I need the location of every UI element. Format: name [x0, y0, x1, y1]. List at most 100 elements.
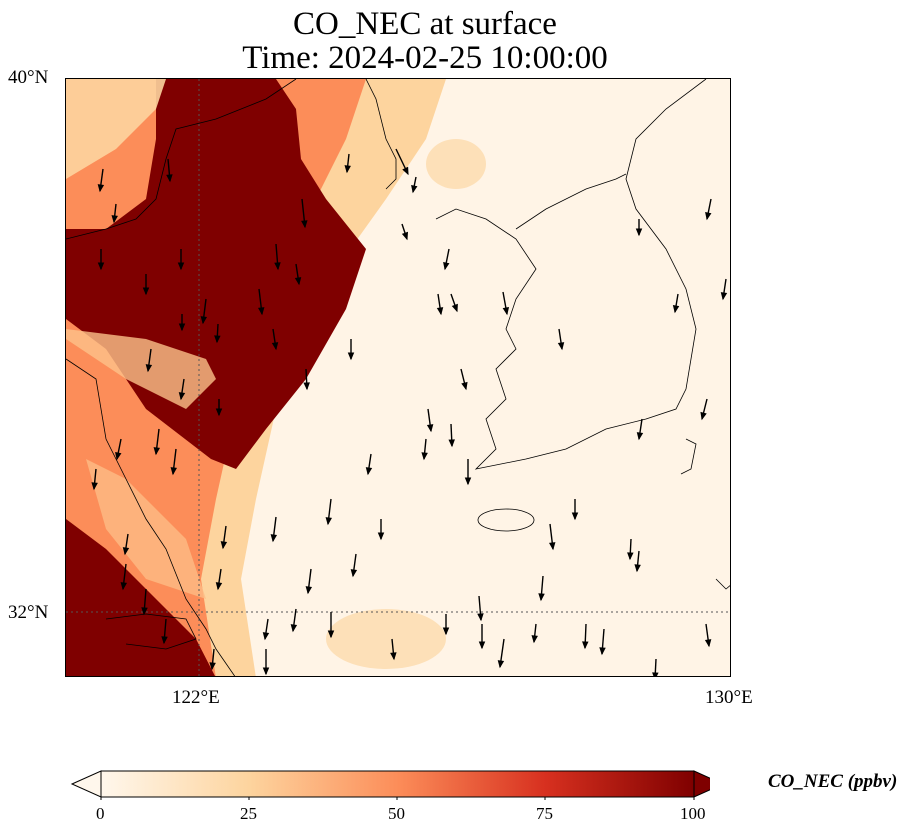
china-coast-north: [66, 79, 297, 240]
wind-arrow-head: [390, 652, 397, 661]
wind-arrow-head: [257, 307, 265, 316]
wind-arrow-head: [421, 452, 428, 461]
wind-arrow-head: [538, 593, 545, 602]
wind-arrow-head: [531, 635, 538, 644]
wind-arrow-head: [571, 512, 579, 521]
colorbar-tick-0: 0: [96, 804, 105, 823]
colorbar: [70, 770, 710, 800]
wind-arrow-head: [443, 261, 450, 271]
wind-arrow-head: [215, 408, 223, 417]
wind-arrow-head: [451, 303, 458, 313]
coastlines: [66, 79, 730, 676]
colorbar-tick-100: 100: [680, 804, 706, 823]
wind-arrow-head: [347, 352, 355, 361]
wind-arrow-head: [548, 542, 556, 551]
wind-arrow-head: [153, 447, 161, 456]
wind-arrow-head: [178, 392, 186, 401]
wind-arrow-head: [274, 262, 281, 271]
wind-arrow-head: [448, 439, 455, 448]
colorbar-tick-50: 50: [388, 804, 405, 823]
wind-arrow-head: [700, 411, 707, 421]
wind-arrow-head: [97, 262, 105, 271]
wind-arrow-head: [627, 552, 634, 561]
wind-arrow-head: [115, 451, 122, 461]
title-line-1: CO_NEC at surface: [293, 6, 557, 42]
wind-arrow-head: [464, 477, 472, 486]
wind-arrow-head: [262, 667, 270, 676]
lat-label-40N: 40°N: [8, 67, 49, 88]
wind-arrow-head: [271, 342, 279, 351]
wind-arrow-head: [141, 607, 148, 616]
concentration-map: [66, 79, 730, 676]
wind-arrow-head: [209, 662, 216, 671]
plume-light-band-3: [86, 459, 206, 599]
wind-arrow-head: [401, 231, 409, 241]
wind-arrow-head: [502, 307, 510, 316]
jeju-island: [477, 508, 535, 532]
wind-arrow-head: [301, 220, 308, 229]
wind-arrow-head: [350, 569, 358, 578]
wind-arrow-head: [599, 647, 606, 656]
wind-arrow-head: [477, 613, 484, 622]
wind-arrow-head: [327, 630, 335, 639]
wind-arrow-head: [365, 467, 373, 476]
wind-arrow-head: [122, 547, 130, 556]
wind-arrow-head: [497, 660, 505, 669]
wind-arrow-head: [215, 582, 223, 591]
wind-vectors: [91, 148, 728, 676]
wind-arrow-head: [262, 632, 270, 641]
colorbar-tick-75: 75: [536, 804, 553, 823]
wind-arrow-head: [290, 624, 298, 633]
wind-arrow-head: [402, 166, 409, 176]
wind-arrow-head: [270, 534, 278, 543]
wind-arrow-head: [200, 316, 208, 325]
wind-arrow-head: [635, 228, 643, 237]
wind-arrow-head: [426, 424, 434, 433]
wind-arrow-head: [652, 672, 659, 676]
wind-arrow-head: [478, 641, 486, 650]
colorbar-tick-marks: [100, 797, 695, 800]
wind-arrow-head: [442, 627, 450, 636]
tsushima-island: [680, 438, 697, 475]
wind-arrow-head: [704, 639, 712, 648]
wind-arrow-head: [303, 382, 310, 391]
wind-arrow-head: [636, 432, 644, 441]
wind-arrow-head: [220, 541, 228, 550]
wind-arrow-head: [177, 262, 185, 271]
korea-west-coast: [435, 79, 707, 470]
yangtze-estuary: [105, 613, 197, 650]
lon-label-122E: 122°E: [172, 687, 220, 708]
colorbar-extend-low: [70, 770, 102, 798]
plume-core-south: [66, 519, 215, 676]
wind-arrow-head: [582, 641, 589, 650]
wind-arrow-head: [161, 636, 168, 645]
wind-arrow-head: [166, 174, 173, 183]
wind-arrow-head: [120, 582, 128, 591]
colorbar-extend-high: [693, 770, 710, 798]
liaodong-peninsula: [365, 79, 397, 190]
wind-arrow-head: [344, 165, 351, 174]
lat-label-32N: 32°N: [8, 602, 49, 623]
wind-arrow-head: [705, 211, 712, 221]
wind-arrow-head: [111, 215, 118, 224]
japan-coast: [715, 578, 730, 590]
wind-arrow-head: [305, 586, 313, 595]
wind-arrow-head: [461, 381, 468, 391]
wind-arrow-head: [377, 532, 385, 541]
wind-arrow-head: [142, 287, 150, 296]
wind-arrow-head: [145, 364, 153, 373]
title-line-2: Time: 2024-02-25 10:00:00: [242, 40, 608, 76]
wind-arrow-head: [672, 305, 680, 314]
wind-arrow-head: [178, 323, 186, 332]
wind-arrow-head: [325, 517, 333, 526]
wind-arrow-head: [557, 342, 565, 351]
low-plume-patch: [326, 609, 446, 669]
wind-arrow-head: [720, 292, 728, 301]
map-panel: [65, 78, 731, 677]
wind-arrow-head: [214, 335, 221, 344]
korea-dmz-line: [515, 173, 627, 230]
low-plume-patch-north: [426, 139, 486, 189]
wind-arrow-head: [436, 307, 444, 316]
lon-label-130E: 130°E: [705, 687, 753, 708]
colorbar-label: CO_NEC (ppbv): [768, 771, 898, 792]
